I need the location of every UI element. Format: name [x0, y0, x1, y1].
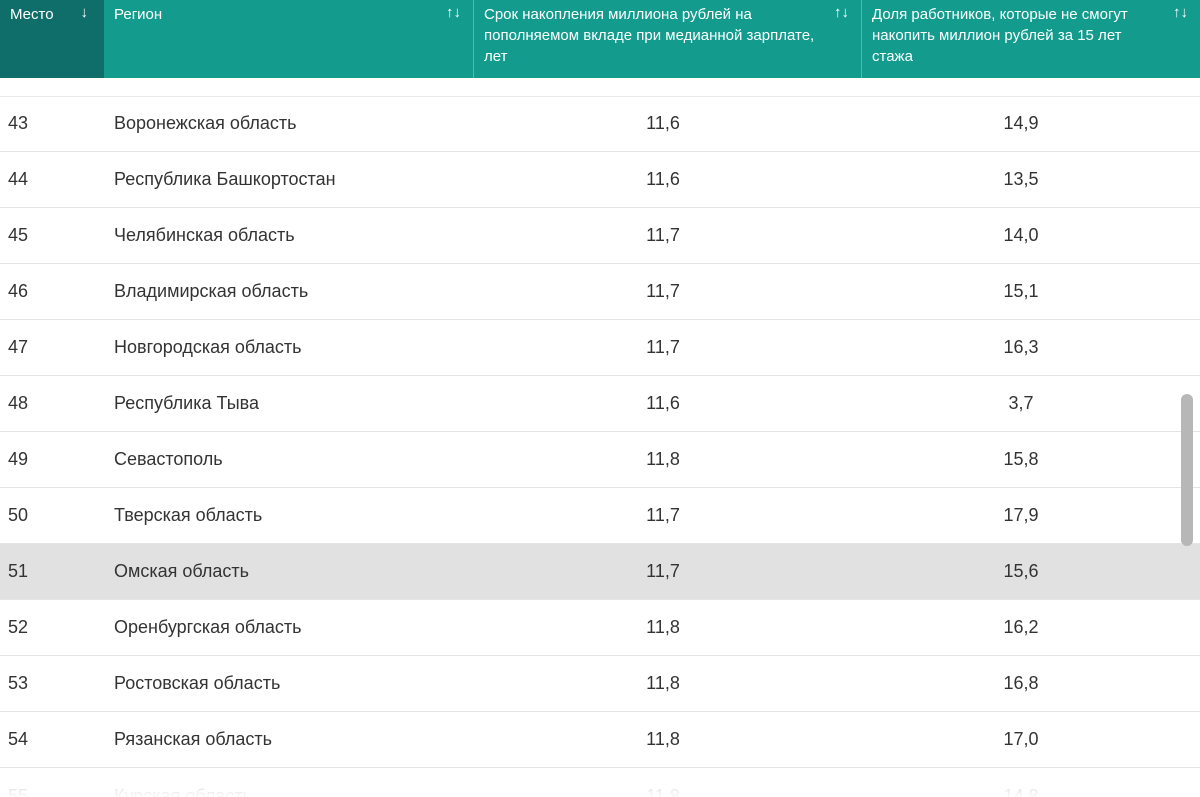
share-cell: 16,3: [1003, 337, 1039, 357]
years-cell: 11,6: [646, 113, 680, 133]
table-row[interactable]: 53 Ростовская область 11,8 16,8: [0, 656, 1200, 712]
years-cell: 11,7: [646, 337, 680, 357]
region-cell: Ростовская область: [114, 673, 281, 693]
place-cell: 45: [8, 225, 29, 245]
years-cell: 11,7: [646, 281, 680, 301]
place-cell: 53: [8, 673, 29, 693]
place-cell: 44: [8, 169, 29, 189]
column-header-share-label: Доля работников, которые не смогут накоп…: [872, 6, 1128, 65]
vertical-scrollbar[interactable]: [1181, 394, 1193, 546]
region-cell: Воронежская область: [114, 113, 297, 133]
years-cell: 11,7: [646, 561, 680, 581]
table-row[interactable]: 50 Тверская область 11,7 17,9: [0, 488, 1200, 544]
region-cell: Новгородская область: [114, 337, 302, 357]
table-row[interactable]: 48 Республика Тыва 11,6 3,7: [0, 376, 1200, 432]
share-cell: 15,8: [1003, 449, 1039, 469]
table-row[interactable]: 47 Новгородская область 11,7 16,3: [0, 320, 1200, 376]
share-cell: 14,8: [1003, 786, 1039, 797]
share-cell: 17,9: [1003, 505, 1039, 525]
place-cell: 49: [8, 449, 29, 469]
years-cell: 11,8: [646, 617, 680, 637]
region-cell: Республика Тыва: [114, 393, 260, 413]
table-row[interactable]: 54 Рязанская область 11,8 17,0: [0, 712, 1200, 768]
region-cell: Владимирская область: [114, 281, 309, 301]
years-cell: 11,7: [646, 225, 680, 245]
table-row[interactable]: 46 Владимирская область 11,7 15,1: [0, 264, 1200, 320]
row-separator: [0, 78, 1200, 97]
table-row[interactable]: 45 Челябинская область 11,7 14,0: [0, 208, 1200, 264]
place-cell: 52: [8, 617, 29, 637]
region-cell: Курская область: [114, 786, 252, 797]
sort-toggle-icon[interactable]: ↑↓: [834, 4, 849, 21]
region-cell: Оренбургская область: [114, 617, 302, 637]
region-cell: Челябинская область: [114, 225, 295, 245]
years-cell: 11,6: [646, 393, 680, 413]
share-cell: 13,5: [1003, 169, 1039, 189]
place-cell: 43: [8, 113, 29, 133]
years-cell: 11,8: [646, 786, 680, 797]
table-row[interactable]: 52 Оренбургская область 11,8 16,2: [0, 600, 1200, 656]
place-cell: 54: [8, 729, 29, 749]
region-cell: Республика Башкортостан: [114, 169, 336, 189]
share-cell: 14,9: [1003, 113, 1039, 133]
table-header: Место ↓ Регион ↑↓ Срок накопления миллио…: [0, 0, 1200, 78]
table-body: 43 Воронежская область 11,6 14,9 44 Республик…: [0, 96, 1200, 797]
sort-toggle-icon[interactable]: ↑↓: [1173, 4, 1188, 21]
table-row[interactable]: 51 Омская область 11,7 15,6: [0, 544, 1200, 600]
share-cell: 17,0: [1003, 729, 1039, 749]
table-row[interactable]: 44 Республика Башкортостан 11,6 13,5: [0, 152, 1200, 208]
column-header-place-label: Место: [10, 6, 54, 23]
sort-toggle-icon[interactable]: ↑↓: [446, 4, 461, 21]
table-row[interactable]: 55 Курская область 11,8 14,8: [0, 768, 1200, 797]
share-cell: 3,7: [1008, 393, 1034, 413]
years-cell: 11,7: [646, 505, 680, 525]
place-cell: 46: [8, 281, 29, 301]
place-cell: 47: [8, 337, 29, 357]
table-row[interactable]: 43 Воронежская область 11,6 14,9: [0, 96, 1200, 152]
place-cell: 55: [8, 786, 29, 797]
sort-descending-icon[interactable]: ↓: [80, 4, 89, 21]
share-cell: 15,6: [1003, 561, 1039, 581]
place-cell: 51: [8, 561, 29, 581]
column-header-region[interactable]: Регион ↑↓: [104, 0, 474, 78]
region-cell: Рязанская область: [114, 729, 273, 749]
place-cell: 48: [8, 393, 29, 413]
years-cell: 11,8: [646, 449, 680, 469]
region-cell: Севастополь: [114, 449, 223, 469]
years-cell: 11,6: [646, 169, 680, 189]
share-cell: 16,2: [1003, 617, 1039, 637]
region-cell: Омская область: [114, 561, 250, 581]
table-row[interactable]: 49 Севастополь 11,8 15,8: [0, 432, 1200, 488]
column-header-years[interactable]: Срок накопления миллиона рублей на попол…: [474, 0, 862, 78]
years-cell: 11,8: [646, 673, 680, 693]
share-cell: 15,1: [1003, 281, 1039, 301]
share-cell: 14,0: [1003, 225, 1039, 245]
region-cell: Тверская область: [114, 505, 263, 525]
column-header-years-label: Срок накопления миллиона рублей на попол…: [484, 6, 815, 65]
column-header-share[interactable]: Доля работников, которые не смогут накоп…: [862, 0, 1200, 78]
column-header-region-label: Регион: [114, 6, 163, 23]
years-cell: 11,8: [646, 729, 680, 749]
share-cell: 16,8: [1003, 673, 1039, 693]
column-header-place[interactable]: Место ↓: [0, 0, 104, 78]
place-cell: 50: [8, 505, 29, 525]
